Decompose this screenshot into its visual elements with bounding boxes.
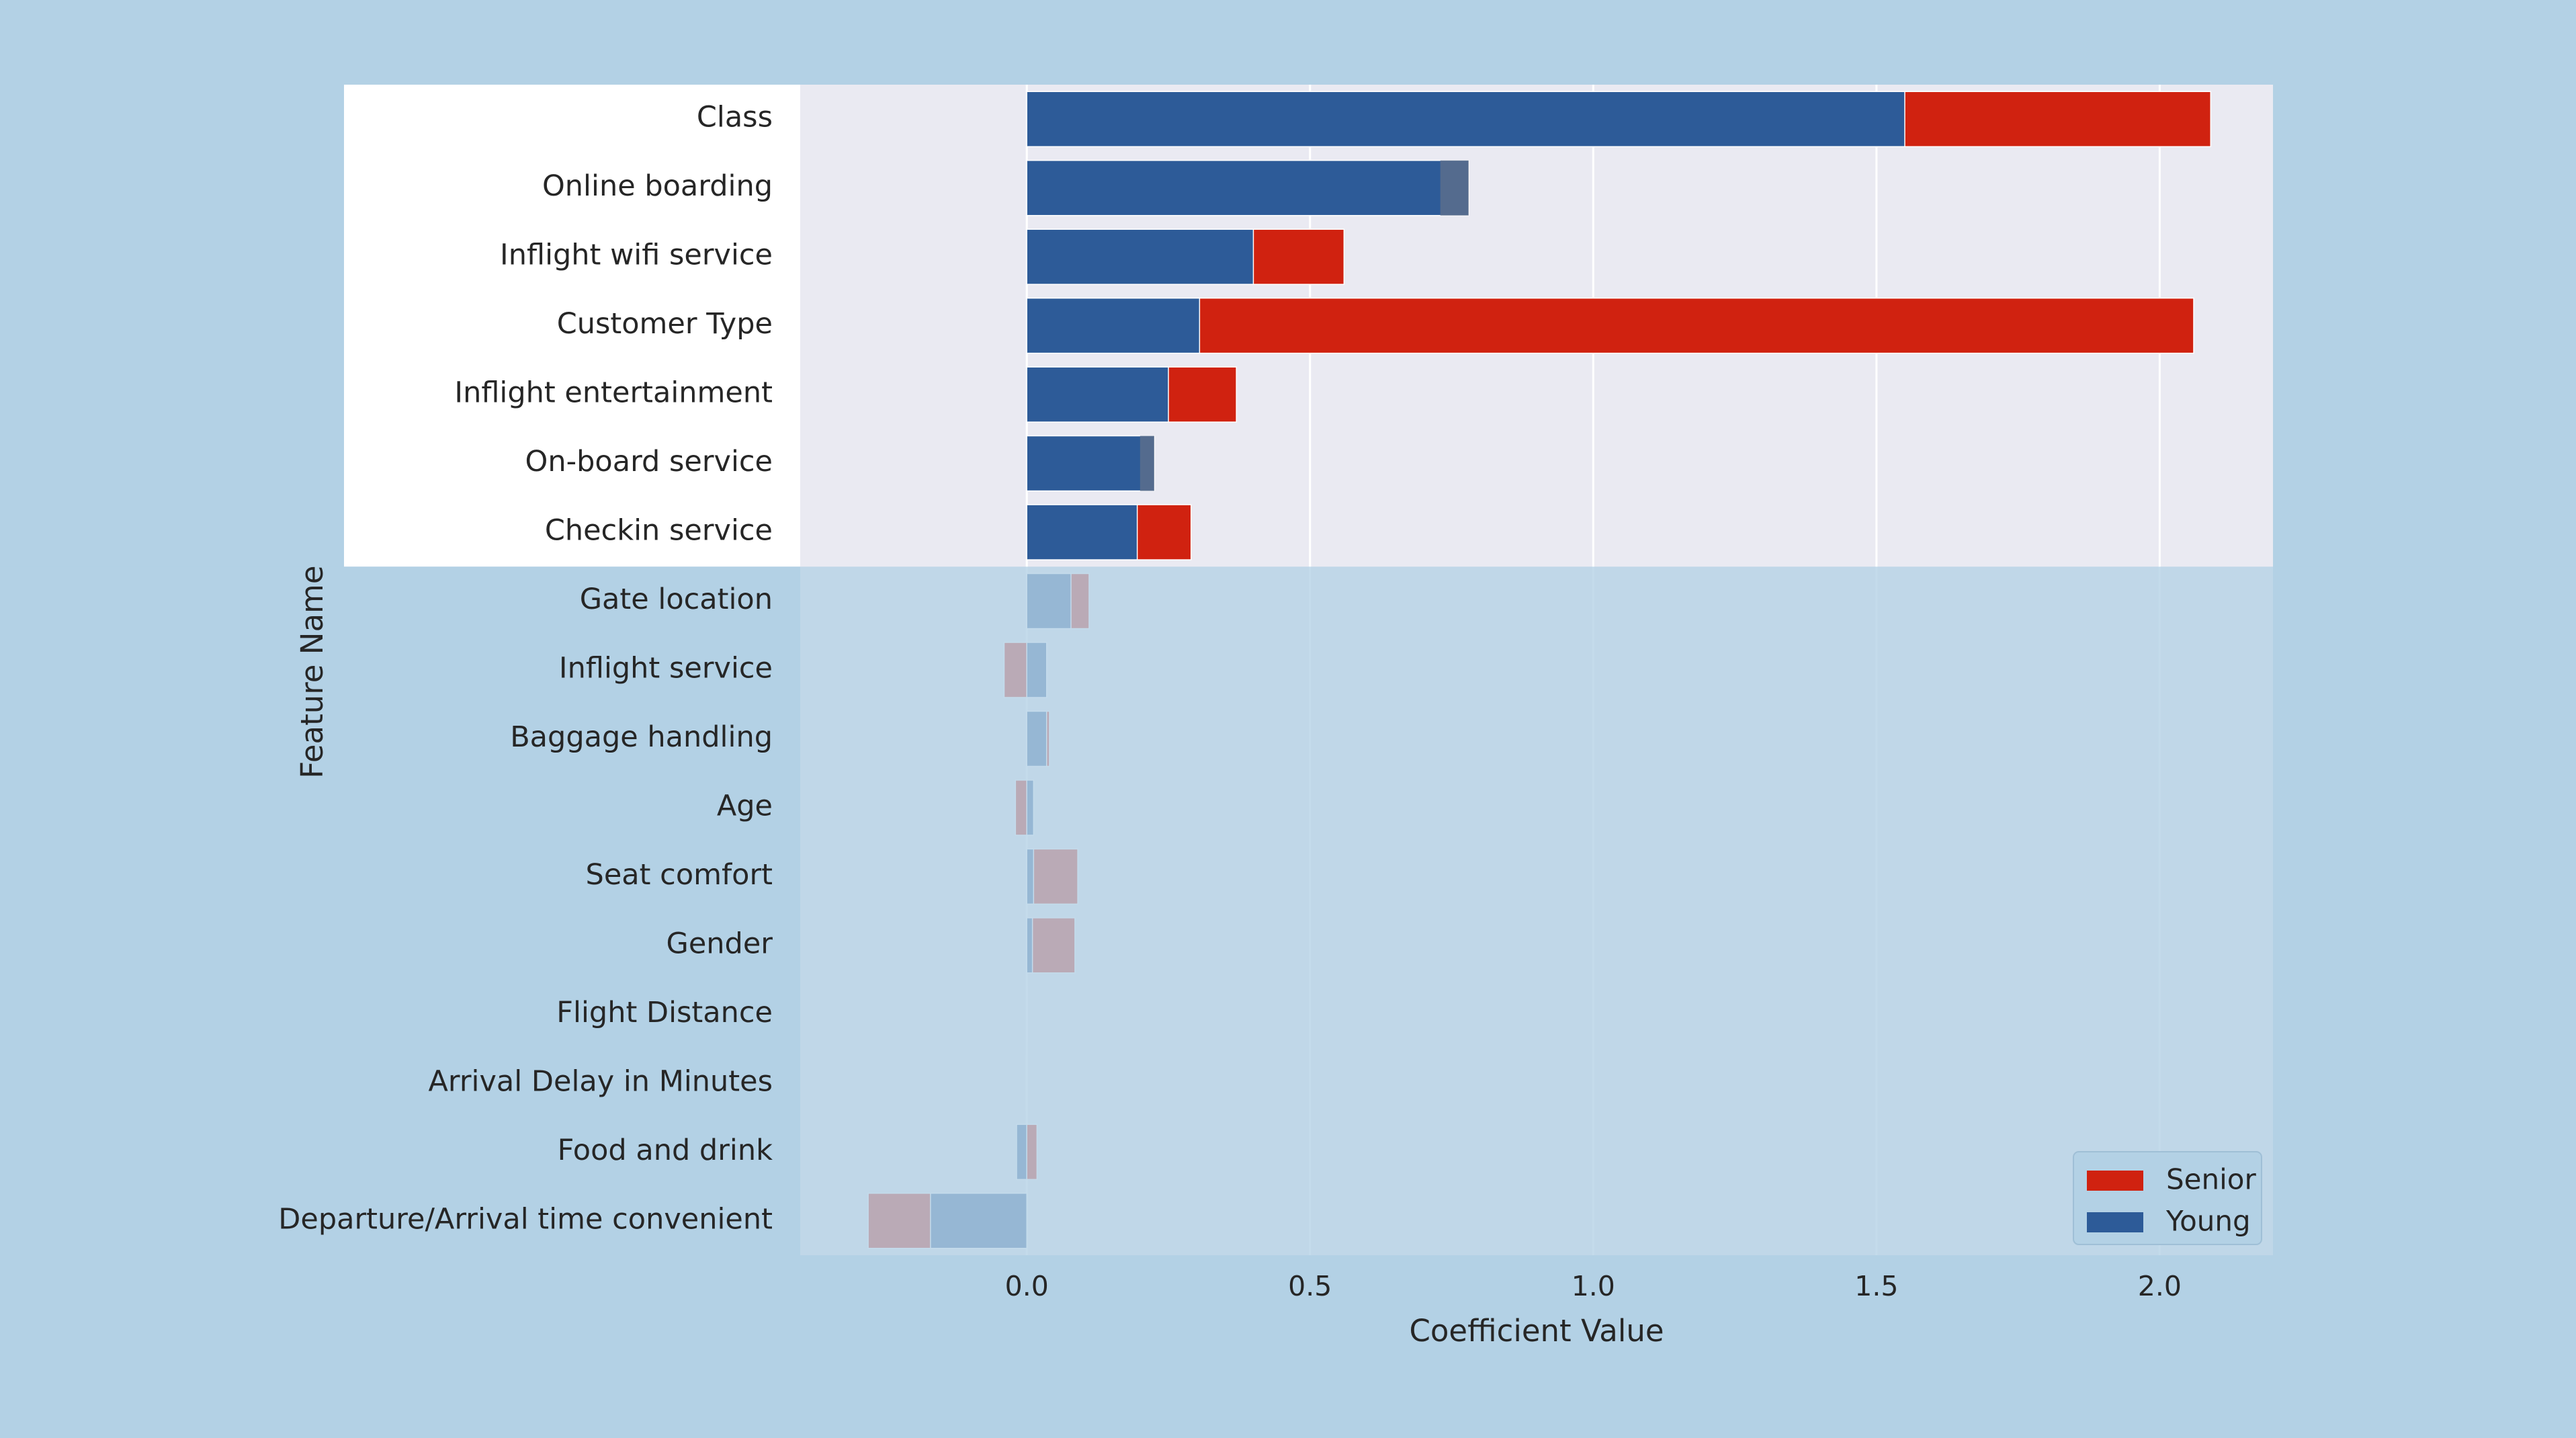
category-label-6: Checkin service bbox=[545, 514, 773, 548]
dim-overlay bbox=[0, 566, 2576, 1256]
bar-young-0 bbox=[1026, 91, 1905, 147]
category-label-1: Online boarding bbox=[542, 169, 773, 203]
category-label-0: Class bbox=[697, 101, 773, 134]
category-label-8: Inflight service bbox=[559, 652, 773, 685]
bar-overlap-5 bbox=[1140, 435, 1154, 491]
legend-label-young: Young bbox=[2165, 1205, 2251, 1238]
bar-young-6 bbox=[1026, 504, 1138, 560]
x-tick-label-1: 0.5 bbox=[1288, 1270, 1332, 1302]
category-label-4: Inflight entertainment bbox=[454, 376, 773, 410]
y-axis-title: Feature Name bbox=[294, 565, 330, 778]
bar-young-4 bbox=[1026, 366, 1169, 423]
category-label-3: Customer Type bbox=[557, 307, 773, 341]
category-label-14: Arrival Delay in Minutes bbox=[429, 1064, 773, 1098]
x-tick-label-0: 0.0 bbox=[1005, 1270, 1049, 1302]
x-tick-label-4: 2.0 bbox=[2138, 1270, 2182, 1302]
category-label-13: Flight Distance bbox=[556, 996, 773, 1029]
category-label-11: Seat comfort bbox=[586, 858, 773, 892]
category-label-15: Food and drink bbox=[558, 1134, 773, 1167]
legend-swatch-senior bbox=[2087, 1171, 2143, 1191]
x-tick-label-3: 1.5 bbox=[1854, 1270, 1898, 1302]
category-label-5: On-board service bbox=[525, 445, 773, 478]
category-label-12: Gender bbox=[667, 927, 773, 960]
bar-young-3 bbox=[1026, 297, 1201, 354]
x-axis-title: Coefficient Value bbox=[1409, 1313, 1664, 1349]
legend-swatch-young bbox=[2087, 1212, 2143, 1232]
label-highlight-band bbox=[344, 85, 800, 567]
category-label-16: Departure/Arrival time convenient bbox=[278, 1202, 773, 1236]
category-label-10: Age bbox=[717, 789, 773, 822]
bar-young-5 bbox=[1026, 435, 1155, 492]
category-label-9: Baggage handling bbox=[510, 720, 773, 754]
bar-young-2 bbox=[1026, 228, 1254, 285]
category-label-7: Gate location bbox=[580, 583, 773, 616]
bar-senior-3 bbox=[1026, 297, 2194, 354]
legend-label-senior: Senior bbox=[2166, 1163, 2256, 1196]
bar-overlap-1 bbox=[1440, 160, 1469, 216]
category-label-2: Inflight wifi service bbox=[500, 239, 773, 272]
x-tick-label-2: 1.0 bbox=[1572, 1270, 1615, 1302]
bar-young-1 bbox=[1026, 159, 1469, 216]
